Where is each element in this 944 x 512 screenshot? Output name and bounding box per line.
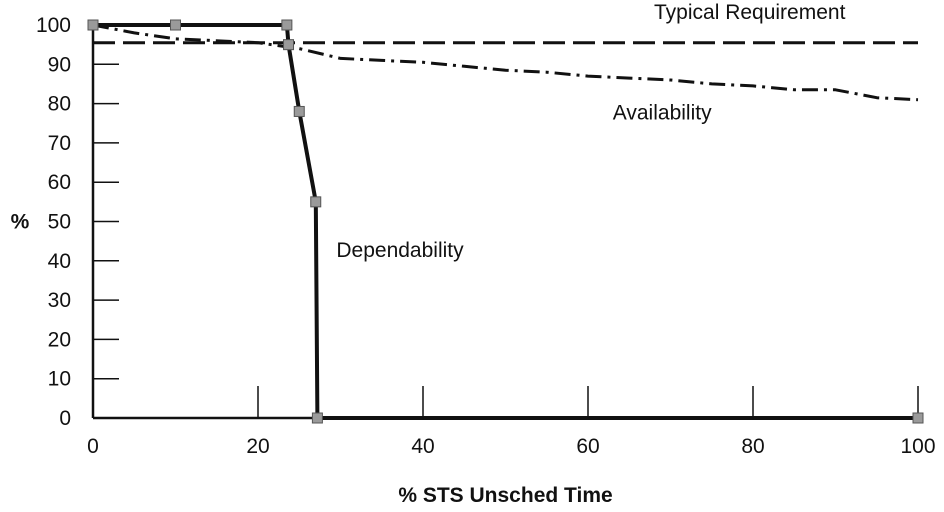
x-axis-title: % STS Unsched Time [398, 484, 612, 507]
y-tick-label: 60 [48, 171, 71, 194]
y-tick-label: 40 [48, 250, 71, 273]
dependability-marker [293, 105, 305, 117]
x-tick-label: 20 [246, 435, 269, 458]
dependability-marker [310, 196, 322, 208]
y-tick-label: 20 [48, 328, 71, 351]
x-tick-label: 100 [900, 435, 935, 458]
y-tick-label: 30 [48, 289, 71, 312]
annotation-layer: Typical Requirement Availability Dependabi… [336, 1, 845, 262]
x-tick-label: 80 [741, 435, 764, 458]
x-tick-label: 60 [576, 435, 599, 458]
y-tick-label: 100 [36, 14, 71, 37]
dependability-marker [170, 19, 181, 31]
dependability-marker [311, 412, 323, 424]
axes: 0 10 20 30 40 50 60 70 80 90 100 0 20 40 60 80 100 [36, 14, 936, 458]
availability-line [92, 23, 919, 102]
typical-requirement-label: Typical Requirement [654, 1, 846, 24]
y-tick-label: 90 [48, 53, 71, 76]
dependability-marker [87, 19, 99, 31]
dependability-label: Dependability [336, 239, 464, 262]
availability-label: Availability [613, 101, 712, 124]
series-layer [92, 23, 919, 420]
y-tick-label: 80 [48, 93, 71, 116]
y-tick-label: 10 [48, 368, 71, 391]
x-tick-label: 0 [87, 435, 99, 458]
dependability-marker [283, 39, 295, 51]
marker-layer [87, 19, 924, 424]
y-tick-label: 50 [48, 211, 71, 234]
dependability-line [93, 23, 918, 420]
x-tick-label: 40 [411, 435, 434, 458]
y-tick-label: 0 [59, 407, 71, 430]
y-tick-label: 70 [48, 132, 71, 155]
dependability-marker [281, 19, 293, 31]
y-axis-title: % [11, 211, 30, 234]
dependability-marker [912, 412, 924, 424]
